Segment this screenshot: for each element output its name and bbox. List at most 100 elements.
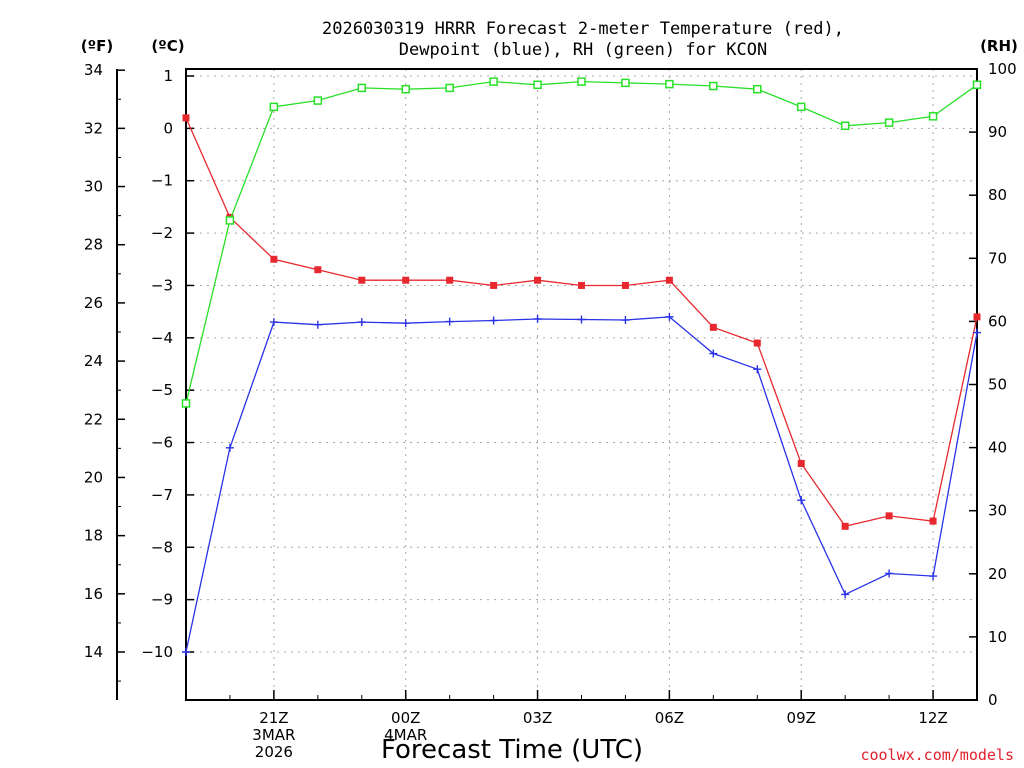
rh-tick-label: 40 [988, 439, 1007, 457]
rh-point [533, 80, 542, 90]
fahrenheit-tick-label: 22 [84, 410, 103, 428]
dewpoint-point [225, 443, 234, 452]
rh-tick-label: 20 [988, 565, 1007, 583]
dewpoint-point [973, 328, 981, 337]
temperature-point [621, 281, 629, 289]
temperature-point [446, 276, 454, 284]
dewpoint-point [357, 318, 366, 327]
chart-title-line2: Dewpoint (blue), RH (green) for KCON [399, 40, 767, 60]
temperature-point [490, 281, 498, 289]
celsius-tick-label: −8 [151, 538, 173, 556]
celsius-tick-label: −3 [151, 276, 173, 294]
celsius-tick-label: 0 [163, 119, 173, 137]
x-tick-label: 03Z [523, 709, 552, 727]
axes [116, 68, 978, 701]
dewpoint-point [489, 316, 498, 325]
temperature-point [973, 313, 981, 321]
fahrenheit-tick-label: 20 [84, 468, 103, 486]
x-axis-label: Forecast Time (UTC) [381, 735, 643, 765]
celsius-tick-label: −2 [151, 224, 173, 242]
x-tick-label: 06Z [655, 709, 684, 727]
dewpoint-line [185, 316, 978, 653]
temperature-point [358, 276, 366, 284]
temperature-point [797, 459, 805, 467]
temperature-point [402, 276, 410, 284]
temperature-point [534, 276, 542, 284]
rh-point [884, 118, 894, 127]
chart-title: 2026030319 HRRR Forecast 2-meter Tempera… [322, 19, 844, 39]
rh-tick-label: 90 [988, 123, 1007, 141]
dewpoint-point [797, 496, 806, 505]
rh-line [185, 80, 978, 404]
rh-point [357, 83, 367, 93]
temperature-point [665, 276, 673, 284]
temperature-point [929, 517, 937, 525]
dewpoint-point [269, 318, 278, 327]
rh-point [796, 102, 806, 112]
rh-point [753, 84, 762, 94]
fahrenheit-tick-label: 24 [84, 352, 103, 370]
rh-point [401, 84, 410, 94]
rh-point [445, 83, 454, 93]
x-tick-label: 3MAR [252, 726, 295, 744]
celsius-tick-label: −7 [151, 486, 173, 504]
rh-point [928, 112, 938, 121]
dewpoint-point [533, 314, 542, 323]
rh-tick-label: 80 [988, 186, 1007, 204]
temperature-point [841, 522, 849, 530]
temperature-point [885, 512, 893, 520]
x-tick-label: 09Z [787, 709, 816, 727]
dewpoint-point [841, 590, 850, 599]
fahrenheit-tick-label: 28 [84, 236, 103, 254]
x-tick-label: 4MAR [384, 726, 427, 744]
x-tick-label: 2026 [255, 743, 293, 761]
fahrenheit-unit-label: (ºF) [81, 37, 113, 55]
rh-point [489, 77, 498, 86]
celsius-tick-label: −1 [151, 172, 173, 190]
rh-point [269, 102, 279, 112]
rh-point [225, 216, 235, 225]
fahrenheit-tick-label: 32 [84, 119, 103, 137]
temperature-point [314, 266, 322, 274]
dewpoint-point [313, 320, 322, 329]
rh-tick-label: 30 [988, 502, 1007, 520]
temperature-point [753, 339, 761, 347]
rh-point [313, 96, 323, 105]
dewpoint-point [445, 317, 454, 326]
dewpoint-point [753, 365, 762, 374]
x-tick-label: 12Z [918, 709, 947, 727]
dewpoint-point [182, 648, 190, 656]
dewpoint-point [709, 349, 718, 358]
rh-tick-label: 100 [988, 60, 1017, 78]
rh-point [665, 79, 674, 89]
temperature-point [709, 323, 717, 331]
series-group [181, 77, 982, 656]
rh-tick-label: 70 [988, 249, 1007, 267]
fahrenheit-tick-label: 18 [84, 527, 103, 545]
rh-point [972, 80, 982, 90]
fahrenheit-tick-label: 16 [84, 585, 103, 603]
dewpoint-point [577, 315, 586, 324]
dewpoint-point [665, 312, 674, 321]
rh-point [577, 77, 586, 86]
plot-frame [185, 68, 978, 701]
dewpoint-point [401, 319, 410, 328]
celsius-tick-label: −10 [141, 643, 173, 661]
credit-text: coolwx.com/models [860, 746, 1014, 764]
tick-labels: 343230282624222018161410−1−2−3−4−5−6−7−8… [84, 60, 1017, 761]
rh-point [181, 399, 191, 408]
celsius-tick-label: −5 [151, 381, 173, 399]
rh-tick-label: 10 [988, 628, 1007, 646]
fahrenheit-tick-label: 26 [84, 294, 103, 312]
rh-point [621, 78, 630, 88]
celsius-tick-label: 1 [163, 67, 173, 85]
celsius-tick-label: −4 [151, 329, 173, 347]
celsius-tick-label: −6 [151, 434, 173, 452]
x-tick-label: 00Z [391, 709, 420, 727]
rh-point [709, 81, 718, 91]
rh-tick-label: 60 [988, 312, 1007, 330]
grid-lines [186, 69, 977, 700]
dewpoint-point [929, 572, 938, 581]
temperature-point [182, 114, 190, 122]
